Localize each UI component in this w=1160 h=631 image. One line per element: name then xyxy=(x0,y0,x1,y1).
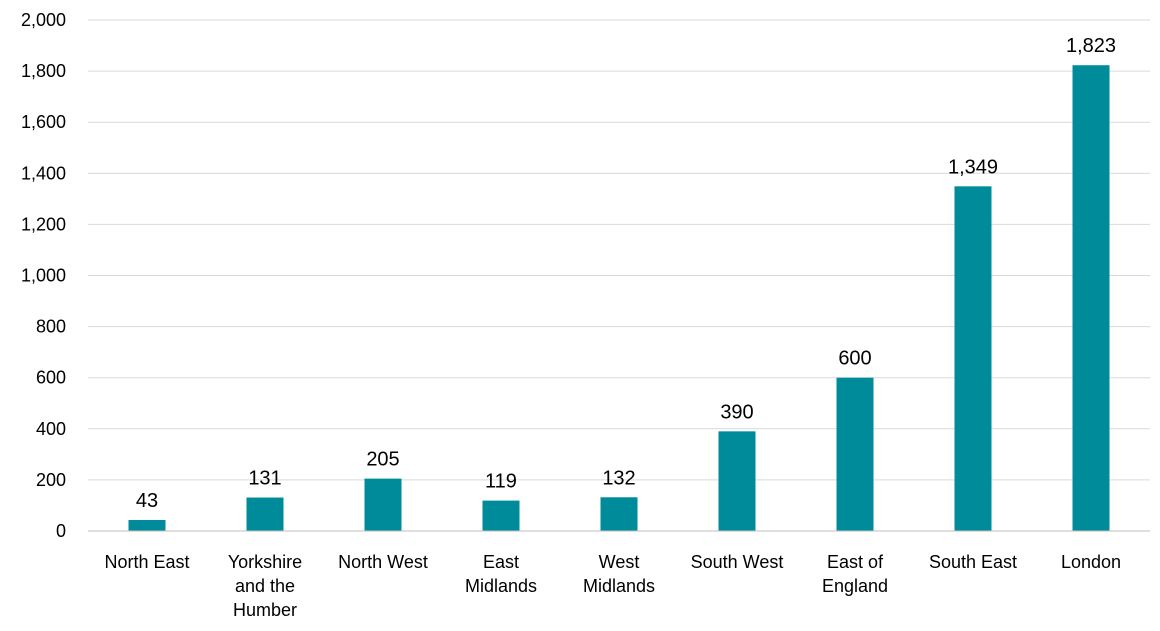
x-category-label-line: South East xyxy=(929,552,1017,572)
x-category-label-line: Humber xyxy=(233,600,297,620)
bar xyxy=(600,497,638,531)
bar xyxy=(1072,65,1110,531)
x-category-label-line: Midlands xyxy=(465,576,537,596)
data-label: 131 xyxy=(248,468,281,490)
y-tick-label: 1,200 xyxy=(21,214,66,234)
y-tick-label: 0 xyxy=(56,521,66,541)
x-category-label: North West xyxy=(338,552,428,572)
y-axis-tick-labels: 0 200 400 600 800 1,000 1,200 1,400 1,600 1,800 2,… xyxy=(21,10,66,541)
y-tick-label: 1,800 xyxy=(21,61,66,81)
y-tick-label: 200 xyxy=(36,470,66,490)
bar xyxy=(128,520,166,531)
y-tick-label: 400 xyxy=(36,419,66,439)
x-category-label-line: Yorkshire xyxy=(228,552,302,572)
bar xyxy=(718,431,756,531)
bars xyxy=(128,65,1110,531)
x-category-label: North East xyxy=(104,552,189,572)
bar xyxy=(836,377,874,531)
y-tick-label: 600 xyxy=(36,368,66,388)
data-label: 119 xyxy=(485,471,517,493)
x-category-label: South East xyxy=(929,552,1017,572)
x-category-label-line: East xyxy=(483,552,519,572)
data-label: 1,823 xyxy=(1066,35,1116,57)
x-category-label: East Midlands xyxy=(465,552,537,596)
gridlines xyxy=(88,19,1150,481)
x-category-label-line: South West xyxy=(691,552,784,572)
x-category-label: Yorkshire and the Humber xyxy=(228,552,302,620)
x-category-label: East of England xyxy=(822,552,888,596)
x-axis-category-labels: North East Yorkshire and the Humber North We… xyxy=(104,552,1121,620)
x-category-label-line: and the xyxy=(235,576,295,596)
x-category-label-line: East of xyxy=(827,552,884,572)
data-label: 132 xyxy=(602,467,635,489)
bar xyxy=(954,186,992,531)
data-labels: 43 131 205 119 132 390 600 1,349 1,823 xyxy=(136,35,1116,512)
y-tick-label: 2,000 xyxy=(21,10,66,30)
bar xyxy=(482,500,520,531)
data-label: 1,349 xyxy=(948,156,998,178)
data-label: 390 xyxy=(720,401,753,423)
x-category-label-line: North West xyxy=(338,552,428,572)
data-label: 43 xyxy=(136,490,158,512)
x-category-label-line: London xyxy=(1061,552,1121,572)
x-category-label: South West xyxy=(691,552,784,572)
x-category-label: West Midlands xyxy=(583,552,655,596)
data-label: 600 xyxy=(838,348,871,370)
x-category-label-line: North East xyxy=(104,552,189,572)
y-tick-label: 1,600 xyxy=(21,112,66,132)
y-tick-label: 800 xyxy=(36,317,66,337)
x-category-label-line: West xyxy=(599,552,640,572)
x-category-label-line: Midlands xyxy=(583,576,655,596)
bar xyxy=(246,497,284,531)
bar xyxy=(364,478,402,531)
x-category-label: London xyxy=(1061,552,1121,572)
x-category-label-line: England xyxy=(822,576,888,596)
data-label: 205 xyxy=(366,449,399,471)
y-tick-label: 1,400 xyxy=(21,163,66,183)
y-tick-label: 1,000 xyxy=(21,266,66,286)
